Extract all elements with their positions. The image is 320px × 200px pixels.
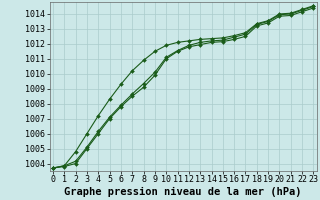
X-axis label: Graphe pression niveau de la mer (hPa): Graphe pression niveau de la mer (hPa) xyxy=(64,187,302,197)
